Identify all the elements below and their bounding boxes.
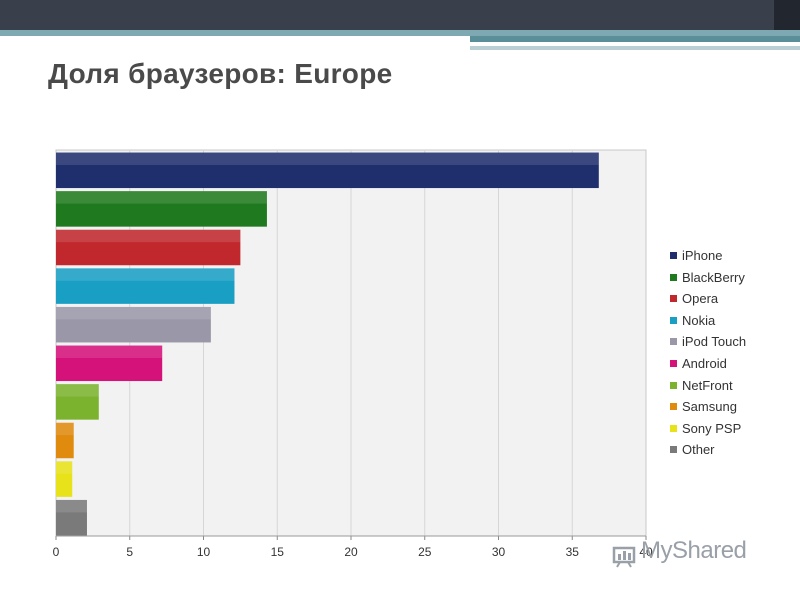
bar-highlight — [56, 499, 87, 513]
x-tick-label: 20 — [344, 545, 358, 559]
legend-label: Opera — [682, 291, 719, 307]
bar-highlight — [56, 306, 211, 320]
top-bar-edge — [774, 0, 800, 30]
legend-swatch — [670, 338, 677, 346]
slide-title: Доля браузеров: Europe — [48, 58, 393, 89]
bar-highlight — [56, 268, 235, 281]
x-tick-label: 15 — [271, 545, 285, 559]
x-tick-label: 5 — [126, 545, 133, 559]
x-tick-label: 40 — [639, 545, 653, 559]
bar-blackberry — [56, 191, 267, 227]
bar-sony-psp — [56, 461, 73, 497]
bar-highlight — [56, 384, 99, 397]
legend-label: iPod Touch — [682, 334, 747, 350]
legend-swatch — [670, 446, 677, 454]
bar-other — [56, 499, 87, 536]
bar-highlight — [56, 461, 73, 474]
legend-swatch — [670, 252, 677, 260]
bar-highlight — [56, 191, 267, 204]
legend-item: Samsung — [670, 397, 746, 419]
top-bar — [0, 0, 800, 30]
x-tick-label: 35 — [566, 545, 580, 559]
legend-swatch — [670, 273, 677, 281]
legend-swatch — [670, 403, 677, 411]
bar-highlight — [56, 229, 241, 243]
bar-highlight — [56, 422, 74, 436]
legend-item: Android — [670, 354, 746, 376]
legend-swatch — [670, 295, 677, 303]
legend-label: Other — [682, 442, 715, 458]
x-tick-label: 10 — [197, 545, 211, 559]
legend: iPhone BlackBerry Opera Nokia iPod Touch Andr… — [670, 246, 746, 462]
bar-highlight — [56, 152, 599, 165]
legend-swatch — [670, 360, 677, 368]
bars — [56, 152, 599, 536]
legend-label: BlackBerry — [682, 269, 745, 285]
legend-swatch — [670, 316, 677, 324]
bar-nokia — [56, 268, 235, 304]
bar-opera — [56, 229, 241, 266]
header-light-stripe — [470, 46, 800, 50]
legend-swatch — [670, 424, 677, 432]
legend-item: BlackBerry — [670, 268, 746, 290]
legend-label: Sony PSP — [682, 420, 742, 436]
x-axis: 0 5 10 15 20 25 30 35 40 — [53, 535, 653, 559]
bar-ipod-touch — [56, 306, 211, 343]
legend-label: iPhone — [682, 248, 723, 263]
legend-item: Opera — [670, 289, 746, 311]
legend-item: iPod Touch — [670, 332, 746, 354]
watermark-logo-icon — [612, 546, 636, 568]
legend-item: Nokia — [670, 311, 746, 333]
header-accent-stripe — [470, 36, 800, 42]
legend-label: Nokia — [682, 312, 716, 328]
x-tick-label: 0 — [53, 545, 60, 559]
legend-item: Other — [670, 440, 746, 462]
legend-item: iPhone — [670, 246, 746, 268]
bar-netfront — [56, 384, 99, 420]
legend-swatch — [670, 381, 677, 389]
legend-item: Sony PSP — [670, 419, 746, 441]
bar-highlight — [56, 345, 163, 358]
legend-label: NetFront — [682, 377, 733, 393]
x-tick-label: 30 — [492, 545, 506, 559]
x-tick-label: 25 — [418, 545, 432, 559]
legend-label: Samsung — [682, 399, 737, 415]
header-stripe — [0, 30, 800, 36]
bar-iphone — [56, 152, 599, 189]
legend-item: NetFront — [670, 376, 746, 398]
legend-label: Android — [682, 355, 727, 371]
watermark-text: MyShared — [641, 537, 747, 564]
bar-samsung — [56, 422, 74, 459]
bar-android — [56, 345, 163, 382]
